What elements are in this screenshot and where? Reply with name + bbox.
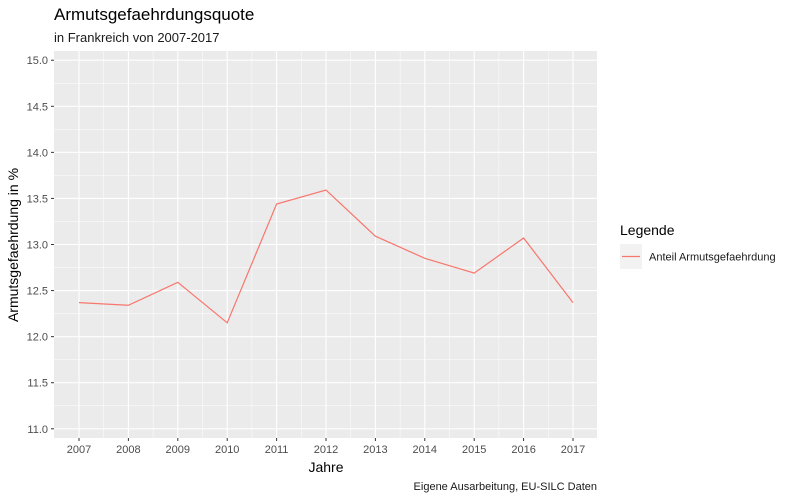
y-axis: 11.0 11.5 12.0 12.5 13.0 13.5 14.0 14.5 15.0: [27, 55, 54, 436]
x-axis-title: Jahre: [308, 459, 343, 475]
grid-lines: [54, 51, 597, 438]
y-axis-title: Armutsgefaehrdung in %: [5, 168, 21, 322]
y-tick-label: 14.5: [27, 101, 48, 113]
y-tick-label: 11.5: [27, 378, 48, 390]
x-tick-label: 2015: [462, 444, 486, 456]
y-tick-label: 15.0: [27, 55, 48, 67]
y-tick-label: 13.0: [27, 240, 48, 252]
y-tick-label: 13.5: [27, 193, 48, 205]
y-tick-label: 14.0: [27, 147, 48, 159]
x-tick-label: 2013: [363, 444, 387, 456]
y-tick-label: 11.0: [27, 424, 48, 436]
x-tick-label: 2014: [413, 444, 437, 456]
legend-label: Anteil Armutsgefaehrdung: [649, 252, 776, 264]
y-tick-label: 12.0: [27, 332, 48, 344]
x-axis: 2007 2008 2009 2010 2011 2012 2013 2014 2015 2016…: [67, 438, 585, 456]
x-tick-label: 2016: [511, 444, 535, 456]
y-tick-label: 12.5: [27, 286, 48, 298]
x-tick-label: 2017: [561, 444, 585, 456]
x-tick-label: 2007: [67, 444, 91, 456]
series-line: [78, 189, 574, 324]
legend: Legende Anteil Armutsgefaehrdung: [620, 222, 776, 269]
x-tick-label: 2011: [265, 444, 289, 456]
legend-title: Legende: [620, 222, 675, 238]
x-tick-label: 2010: [215, 444, 239, 456]
x-tick-label: 2008: [116, 444, 140, 456]
x-tick-label: 2009: [166, 444, 190, 456]
series-layer: [78, 189, 574, 324]
chart-title: Armutsgefaehrdungsquote: [54, 5, 254, 24]
x-tick-label: 2012: [314, 444, 338, 456]
chart-subtitle: in Frankreich von 2007-2017: [54, 30, 220, 45]
chart-caption: Eigene Ausarbeitung, EU-SILC Daten: [414, 481, 597, 493]
